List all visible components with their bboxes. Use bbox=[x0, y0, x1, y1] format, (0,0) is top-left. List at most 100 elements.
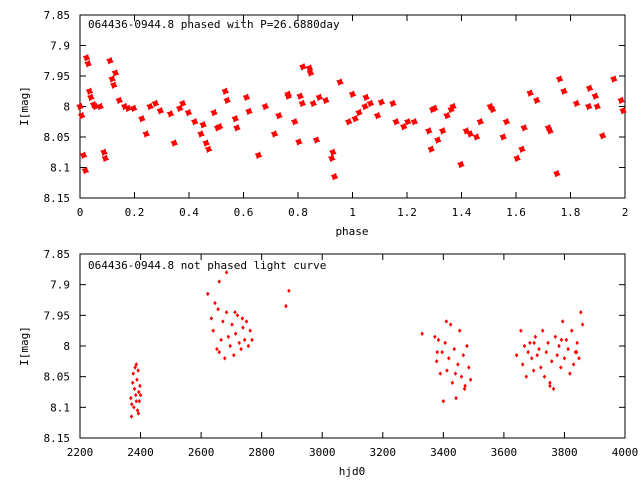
unphased-data-point bbox=[287, 288, 291, 293]
phased-y-tick-label: 8.1 bbox=[50, 162, 70, 175]
phased-data-point bbox=[526, 89, 534, 97]
phased-y-axis-label: I[mag] bbox=[18, 86, 31, 126]
phased-data-point bbox=[190, 118, 199, 126]
unphased-data-point bbox=[537, 346, 541, 352]
unphased-data-point bbox=[533, 334, 538, 339]
phased-data-point bbox=[336, 78, 344, 86]
unphased-data-point bbox=[544, 349, 549, 355]
phased-data-point bbox=[322, 96, 330, 105]
phased-data-point bbox=[555, 75, 564, 83]
phased-data-point bbox=[617, 96, 625, 105]
phased-data-point bbox=[166, 110, 175, 118]
phased-data-point bbox=[466, 130, 474, 138]
unphased-data-point bbox=[445, 368, 449, 373]
phased-data-point bbox=[348, 90, 357, 99]
unphased-data-point bbox=[206, 291, 210, 297]
phased-data-point bbox=[430, 104, 439, 113]
unphased-data-point bbox=[577, 356, 581, 361]
unphased-data-point bbox=[551, 386, 556, 392]
unphased-data-point bbox=[244, 319, 249, 324]
phased-data-point bbox=[362, 93, 370, 102]
unphased-data-point bbox=[133, 365, 137, 370]
phased-data-point bbox=[449, 102, 457, 111]
phased-data-point bbox=[111, 69, 120, 77]
unphased-x-tick-label: 3000 bbox=[309, 446, 336, 459]
unphased-data-point bbox=[221, 319, 225, 324]
unphased-data-point bbox=[130, 402, 134, 407]
unphased-data-point bbox=[579, 310, 583, 315]
phased-data-point bbox=[585, 102, 593, 111]
phased-y-tick-label: 7.9 bbox=[50, 40, 70, 53]
unphased-data-point bbox=[532, 340, 536, 346]
phased-data-point bbox=[305, 64, 314, 72]
unphased-y-tick-label: 8.15 bbox=[44, 432, 71, 445]
phased-data-point bbox=[84, 60, 92, 68]
phased-data-point bbox=[502, 118, 511, 126]
unphased-data-point bbox=[448, 322, 453, 327]
phased-data-point bbox=[361, 102, 369, 111]
phased-data-point bbox=[472, 133, 481, 141]
phased-data-point bbox=[410, 118, 419, 126]
phased-data-point bbox=[330, 172, 339, 181]
unphased-data-point bbox=[444, 319, 449, 324]
phased-data-point bbox=[110, 81, 118, 89]
phased-data-point bbox=[146, 102, 154, 111]
phased-x-tick-label: 1 bbox=[349, 206, 356, 219]
phased-data-point bbox=[315, 93, 323, 102]
phased-x-tick-label: 0.4 bbox=[179, 206, 199, 219]
unphased-data-point bbox=[216, 307, 220, 312]
unphased-data-point bbox=[459, 374, 464, 379]
unphased-data-point bbox=[440, 349, 444, 355]
phased-data-point bbox=[100, 148, 108, 156]
phased-data-point bbox=[427, 145, 435, 153]
unphased-data-point bbox=[450, 380, 455, 385]
unphased-data-point bbox=[574, 349, 579, 355]
phased-data-point bbox=[298, 99, 307, 108]
phased-data-point bbox=[156, 107, 165, 115]
unphased-data-point bbox=[575, 340, 579, 346]
unphased-data-point bbox=[539, 365, 543, 370]
unphased-data-point bbox=[248, 328, 252, 333]
phased-data-point bbox=[438, 127, 447, 135]
phased-light-curve-plot: 064436-0944.8 phased with P=26.6880day p… bbox=[18, 9, 628, 238]
phased-data-point bbox=[178, 99, 187, 108]
unphased-y-axis-label: I[mag] bbox=[18, 326, 31, 366]
unphased-data-point bbox=[237, 340, 242, 346]
phased-data-point bbox=[389, 99, 397, 108]
phased-data-point bbox=[499, 133, 507, 141]
phased-data-point bbox=[488, 105, 497, 114]
phased-data-point bbox=[296, 92, 304, 100]
unphased-data-point bbox=[222, 356, 227, 361]
unphased-data-point bbox=[130, 380, 135, 385]
phased-x-axis-label: phase bbox=[335, 225, 368, 238]
phased-data-point bbox=[270, 130, 279, 138]
unphased-data-point bbox=[562, 356, 567, 361]
unphased-data-point bbox=[217, 279, 222, 284]
unphased-data-point bbox=[535, 353, 539, 358]
phased-plot-frame bbox=[79, 14, 626, 199]
phased-data-point bbox=[546, 127, 554, 135]
phased-data-point bbox=[476, 118, 485, 126]
phased-data-point bbox=[108, 75, 116, 83]
phased-data-point bbox=[520, 124, 528, 132]
phased-data-point bbox=[591, 92, 600, 100]
unphased-x-tick-label: 2600 bbox=[188, 446, 215, 459]
unphased-data-point bbox=[209, 316, 214, 321]
unphased-data-point bbox=[559, 337, 564, 343]
phased-data-point bbox=[585, 84, 594, 92]
unphased-data-point bbox=[284, 303, 288, 309]
unphased-data-point bbox=[132, 386, 137, 392]
unphased-data-point bbox=[540, 328, 545, 333]
unphased-x-tick-label: 3400 bbox=[430, 446, 457, 459]
unphased-data-point bbox=[224, 270, 229, 275]
unphased-plot-title: 064436-0944.8 not phased light curve bbox=[88, 259, 326, 272]
phased-data-point bbox=[245, 107, 253, 116]
unphased-data-point bbox=[246, 343, 251, 349]
phased-data-point bbox=[106, 57, 114, 65]
unphased-data-point bbox=[452, 346, 456, 352]
phased-data-point bbox=[76, 102, 84, 111]
phased-data-point bbox=[151, 99, 160, 108]
unphased-y-tick-label: 8.1 bbox=[50, 401, 70, 414]
unphased-data-point bbox=[564, 337, 569, 343]
